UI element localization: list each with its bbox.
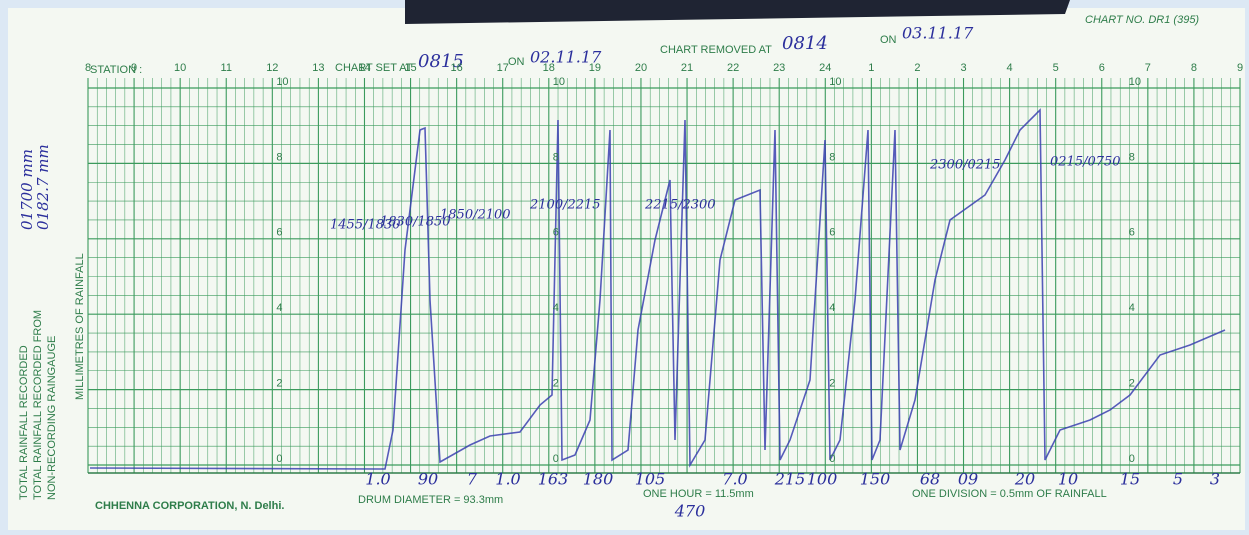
on-set: ON — [508, 56, 525, 68]
bottom-note: 7.0 — [722, 470, 747, 489]
page: {"header": {"chart_no": "CHART NO. DR1 (… — [0, 0, 1249, 535]
bottom-note: 105 — [635, 470, 666, 489]
hour-label: 13 — [312, 62, 324, 74]
bottom-note: 90 — [418, 470, 438, 489]
hour-label: 5 — [1053, 62, 1059, 74]
bottom-note: 5 — [1173, 470, 1183, 489]
bottom-note: 100 — [807, 470, 838, 489]
annotation: 2100/2215 — [529, 198, 601, 213]
hour-label: 4 — [1007, 62, 1013, 74]
bottom-note: 68 — [920, 470, 940, 489]
annotation: 1850/2100 — [440, 208, 511, 223]
annotation: 0215/0750 — [1050, 155, 1121, 170]
mm-label: 8 — [276, 151, 282, 163]
bottom-note: 1.0 — [495, 470, 520, 489]
set-label: CHART SET AT — [335, 62, 413, 74]
mm-label: 8 — [1129, 151, 1135, 163]
mm-label: 4 — [1129, 302, 1135, 314]
hour-label: 9 — [131, 62, 137, 74]
side-label: TOTAL RAINFALL RECORDED FROM — [32, 310, 44, 500]
mm-label: 0 — [1129, 453, 1135, 465]
removed-label: CHART REMOVED AT — [660, 44, 772, 56]
mm-label: 6 — [276, 227, 282, 239]
hour-label: 19 — [589, 62, 601, 74]
bottom-note: 163 — [538, 470, 569, 489]
hour-label: 21 — [681, 62, 693, 74]
mm-label: 0 — [553, 453, 559, 465]
hour-label: 24 — [819, 62, 831, 74]
annotation: 2215/2300 — [644, 198, 716, 213]
bottom-note: 470 — [674, 502, 706, 521]
mm-label: 4 — [276, 302, 282, 314]
hour-label: 6 — [1099, 62, 1105, 74]
bottom-note: 10 — [1058, 470, 1078, 489]
bottom-note: 180 — [583, 470, 614, 489]
mm-label: 10 — [276, 76, 288, 88]
one-division: ONE DIVISION = 0.5mm OF RAINFALL — [912, 488, 1107, 500]
mm-label: 10 — [1129, 76, 1141, 88]
hour-label: 17 — [497, 62, 509, 74]
mm-label: 8 — [553, 151, 559, 163]
bottom-note: 20 — [1014, 470, 1035, 489]
hour-label: 3 — [960, 62, 966, 74]
mm-label: 10 — [553, 76, 565, 88]
hour-label: 15 — [404, 62, 416, 74]
hour-label: 9 — [1237, 62, 1243, 74]
side-value: 0182.7 mm — [34, 144, 52, 230]
hour-label: 11 — [221, 62, 232, 74]
chart-photo: CHART NO. DR1 (395) STATION : CHART SET … — [0, 0, 1249, 535]
side-label: TOTAL RAINFALL RECORDED — [18, 345, 30, 500]
hour-label: 14 — [358, 62, 370, 74]
hour-label: 8 — [1191, 62, 1197, 74]
bottom-note: 215 — [774, 470, 806, 489]
drum: DRUM DIAMETER = 93.3mm — [358, 494, 503, 506]
mm-label: 2 — [1129, 378, 1135, 390]
mm-label: 10 — [829, 76, 841, 88]
hour-label: 2 — [914, 62, 920, 74]
annotation: 2300/0215 — [929, 158, 1001, 173]
hour-label: 10 — [174, 62, 186, 74]
mm-label: 6 — [829, 227, 835, 239]
bottom-note: 150 — [860, 470, 891, 489]
hour-label: 12 — [266, 62, 278, 74]
chart-number: CHART NO. DR1 (395) — [1085, 14, 1199, 26]
bottom-note: 7 — [467, 470, 478, 489]
hour-label: 20 — [635, 62, 647, 74]
mm-label: 2 — [276, 378, 282, 390]
hour-label: 8 — [85, 62, 91, 74]
hour-label: 1 — [868, 62, 874, 74]
bottom-note: 3 — [1210, 470, 1220, 489]
mm-label: 6 — [1129, 227, 1135, 239]
bottom-note: 09 — [958, 470, 978, 489]
hour-label: 22 — [727, 62, 739, 74]
mm-label: 2 — [829, 378, 835, 390]
hour-label: 18 — [543, 62, 555, 74]
mm-label: 2 — [553, 378, 559, 390]
bottom-note: 1.0 — [365, 470, 390, 489]
hour-label: 23 — [773, 62, 785, 74]
bottom-note: 15 — [1120, 470, 1140, 489]
hour-label: 7 — [1145, 62, 1151, 74]
mm-label: 0 — [829, 453, 835, 465]
mm-label: 6 — [553, 227, 559, 239]
on-removed: ON — [880, 34, 897, 46]
side-label: NON-RECORDING RAINGAUGE — [46, 336, 58, 500]
mm-label: 8 — [829, 151, 835, 163]
one-hour: ONE HOUR = 11.5mm — [643, 488, 754, 500]
mm-label: 4 — [553, 302, 559, 314]
scale-label: MILLIMETRES OF RAINFALL — [74, 253, 86, 400]
maker: CHHENNA CORPORATION, N. Delhi. — [95, 500, 284, 512]
removed-date: 03.11.17 — [902, 24, 974, 43]
hour-label: 16 — [451, 62, 463, 74]
removed-time: 0814 — [782, 33, 828, 54]
mm-label: 4 — [829, 302, 835, 314]
mm-label: 0 — [276, 453, 282, 465]
